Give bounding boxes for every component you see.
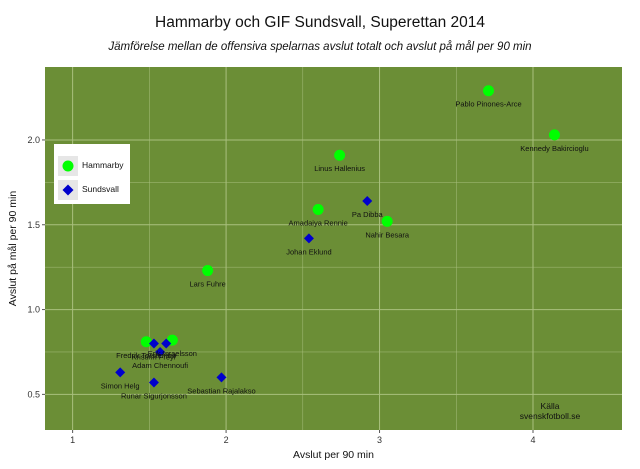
x-tick-label: 1 <box>70 435 75 445</box>
point-labels: Pablo Pinones-Arce Kennedy Bakircioglu Lin… <box>101 100 589 401</box>
axes: 1 2 3 4 0.5 1.0 1.5 2.0 Avslut per 90 min Avslut … <box>7 135 536 461</box>
legend-diamond-icon <box>62 184 74 196</box>
sundsvall-points <box>115 196 373 388</box>
sundsvall-point <box>303 233 314 244</box>
hammarby-point <box>548 129 560 141</box>
point-label: Pa Dibba <box>352 210 384 219</box>
hammarby-point <box>140 336 152 348</box>
x-tick-label: 4 <box>530 435 535 445</box>
sundsvall-point <box>161 338 172 349</box>
sundsvall-point <box>148 377 159 388</box>
legend: Hammarby Sundsvall <box>54 144 130 204</box>
source-label: Källa <box>540 401 560 411</box>
point-label: Pablo Pinones-Arce <box>455 100 521 109</box>
sundsvall-point <box>216 372 227 383</box>
y-tick-label: 1.5 <box>27 220 40 230</box>
y-tick-label: 1.0 <box>27 305 40 315</box>
point-label: Erik Israelsson <box>148 349 197 358</box>
point-label: Johan Eklund <box>286 247 331 256</box>
x-axis-label: Avslut per 90 min <box>293 449 374 461</box>
legend-key-hammarby <box>58 156 78 176</box>
sundsvall-point <box>115 367 126 378</box>
point-label: Adam Chennoufi <box>132 361 188 370</box>
legend-label-hammarby: Hammarby <box>82 160 124 170</box>
y-axis-label: Avslut på mål per 90 min <box>7 191 19 307</box>
point-label: Simon Helg <box>101 381 140 390</box>
point-label: Fredrik Torsteinbø <box>116 351 177 360</box>
hammarby-point <box>482 85 494 97</box>
legend-item-hammarby: Hammarby <box>54 154 130 178</box>
sundsvall-point <box>362 196 373 207</box>
point-label: Linus Hallenius <box>314 164 365 173</box>
hammarby-point <box>312 203 324 215</box>
sundsvall-point <box>155 346 166 357</box>
hammarby-points <box>140 85 560 348</box>
plot-panel <box>45 67 622 430</box>
point-label: Lars Fuhre <box>190 280 226 289</box>
point-label: Kristinn Freyr <box>132 352 177 361</box>
x-tick-label: 3 <box>377 435 382 445</box>
legend-label-sundsvall: Sundsvall <box>82 184 119 194</box>
point-label: Amadaiya Rennie <box>289 218 348 227</box>
source-site: svenskfotboll.se <box>519 411 581 421</box>
legend-circle-icon <box>62 160 74 172</box>
grid-lines <box>45 67 622 430</box>
hammarby-point <box>202 265 214 277</box>
point-label: Runar Sigurjonsson <box>121 392 187 401</box>
hammarby-point <box>381 215 393 227</box>
chart-subtitle: Jämförelse mellan de offensiva spelarnas… <box>108 41 532 53</box>
point-label: Kennedy Bakircioglu <box>520 144 588 153</box>
y-tick-label: 0.5 <box>27 389 40 399</box>
legend-key-sundsvall <box>58 180 78 200</box>
y-tick-label: 2.0 <box>27 135 40 145</box>
sundsvall-point <box>148 338 159 349</box>
hammarby-point <box>334 149 346 161</box>
point-label: Sebastian Rajalakso <box>187 386 255 395</box>
point-label: Nahir Besara <box>365 230 410 239</box>
source-note: Källa svenskfotboll.se <box>500 401 600 421</box>
legend-item-sundsvall: Sundsvall <box>54 178 130 202</box>
chart-title: Hammarby och GIF Sundsvall, Superettan 2… <box>155 14 485 31</box>
x-tick-label: 2 <box>224 435 229 445</box>
